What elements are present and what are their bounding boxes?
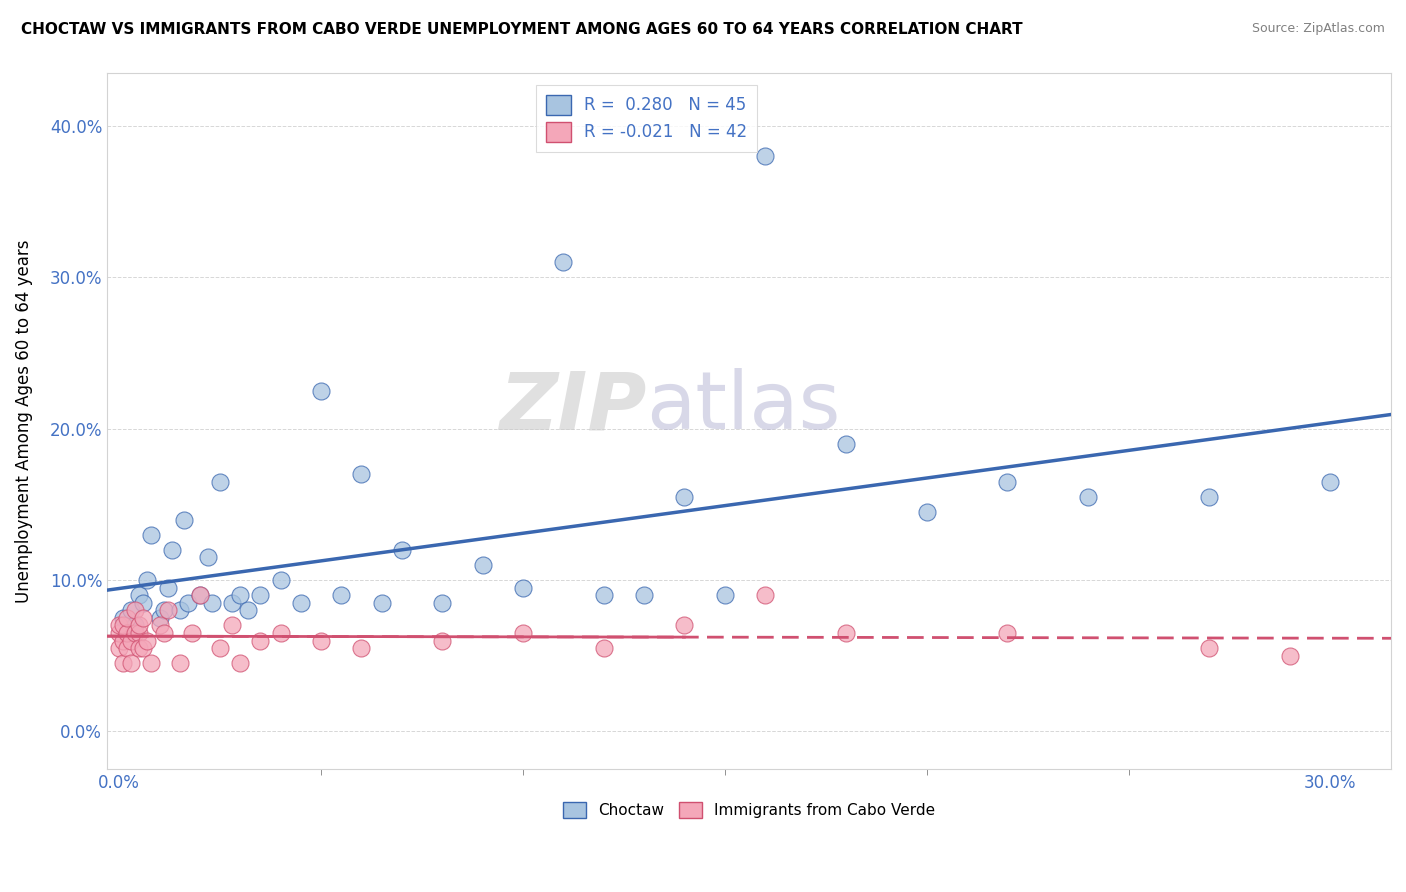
Point xyxy=(270,573,292,587)
Point xyxy=(197,550,219,565)
Point xyxy=(148,618,170,632)
Point xyxy=(1319,475,1341,489)
Point xyxy=(201,596,224,610)
Point xyxy=(430,633,453,648)
Point xyxy=(309,384,332,398)
Point xyxy=(169,603,191,617)
Point xyxy=(128,641,150,656)
Point xyxy=(370,596,392,610)
Point xyxy=(112,657,135,671)
Point xyxy=(108,618,131,632)
Point xyxy=(673,618,696,632)
Point xyxy=(112,611,135,625)
Point xyxy=(128,626,150,640)
Point xyxy=(132,596,155,610)
Text: CHOCTAW VS IMMIGRANTS FROM CABO VERDE UNEMPLOYMENT AMONG AGES 60 TO 64 YEARS COR: CHOCTAW VS IMMIGRANTS FROM CABO VERDE UN… xyxy=(21,22,1022,37)
Point xyxy=(156,603,179,617)
Point xyxy=(221,618,243,632)
Point xyxy=(152,603,174,617)
Point xyxy=(108,641,131,656)
Point xyxy=(115,626,138,640)
Point xyxy=(160,542,183,557)
Point xyxy=(108,626,131,640)
Point xyxy=(132,641,155,656)
Point xyxy=(169,657,191,671)
Text: Source: ZipAtlas.com: Source: ZipAtlas.com xyxy=(1251,22,1385,36)
Point xyxy=(180,626,202,640)
Point xyxy=(835,626,858,640)
Point xyxy=(1198,641,1220,656)
Point xyxy=(128,588,150,602)
Point xyxy=(136,573,159,587)
Point xyxy=(309,633,332,648)
Point xyxy=(112,633,135,648)
Point xyxy=(173,512,195,526)
Point xyxy=(592,588,614,602)
Point xyxy=(188,588,211,602)
Point xyxy=(673,490,696,504)
Point xyxy=(290,596,312,610)
Y-axis label: Unemployment Among Ages 60 to 64 years: Unemployment Among Ages 60 to 64 years xyxy=(15,239,32,603)
Point xyxy=(633,588,655,602)
Point xyxy=(713,588,735,602)
Point xyxy=(136,633,159,648)
Point xyxy=(270,626,292,640)
Point xyxy=(229,657,252,671)
Point xyxy=(430,596,453,610)
Point xyxy=(120,633,142,648)
Point xyxy=(115,641,138,656)
Point xyxy=(1077,490,1099,504)
Point xyxy=(350,641,373,656)
Point xyxy=(754,588,776,602)
Point xyxy=(128,618,150,632)
Point xyxy=(115,611,138,625)
Point xyxy=(177,596,200,610)
Point xyxy=(152,626,174,640)
Point xyxy=(512,626,534,640)
Point xyxy=(350,467,373,482)
Point xyxy=(471,558,494,572)
Point xyxy=(1279,648,1302,663)
Point xyxy=(132,611,155,625)
Point xyxy=(835,437,858,451)
Point xyxy=(997,626,1019,640)
Point xyxy=(997,475,1019,489)
Point xyxy=(141,527,163,541)
Point xyxy=(754,149,776,163)
Point xyxy=(141,657,163,671)
Point xyxy=(124,603,146,617)
Point xyxy=(330,588,353,602)
Point xyxy=(124,626,146,640)
Point xyxy=(512,581,534,595)
Text: ZIP: ZIP xyxy=(499,368,647,446)
Point xyxy=(592,641,614,656)
Point xyxy=(156,581,179,595)
Point xyxy=(115,626,138,640)
Legend: Choctaw, Immigrants from Cabo Verde: Choctaw, Immigrants from Cabo Verde xyxy=(557,797,942,824)
Point xyxy=(120,603,142,617)
Point xyxy=(148,611,170,625)
Point xyxy=(120,657,142,671)
Point xyxy=(1198,490,1220,504)
Point xyxy=(221,596,243,610)
Point xyxy=(391,542,413,557)
Point xyxy=(249,633,271,648)
Point xyxy=(249,588,271,602)
Point xyxy=(209,641,232,656)
Point xyxy=(209,475,232,489)
Point xyxy=(124,618,146,632)
Point xyxy=(112,618,135,632)
Point xyxy=(238,603,260,617)
Point xyxy=(188,588,211,602)
Text: atlas: atlas xyxy=(647,368,841,446)
Point xyxy=(229,588,252,602)
Point xyxy=(915,505,938,519)
Point xyxy=(553,255,575,269)
